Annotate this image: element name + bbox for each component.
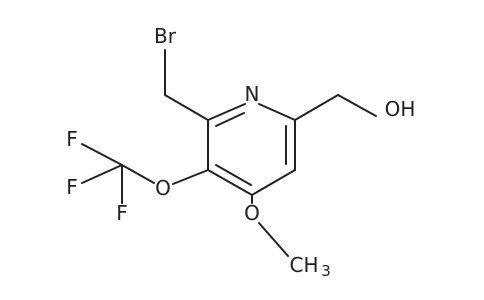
bonds [81,49,377,257]
bond [207,169,253,196]
bond [258,103,296,121]
atom-label: O [244,201,260,225]
bond [251,169,296,196]
bond [164,94,209,121]
atom-label: O [155,176,171,200]
atom-label: OH [385,97,416,121]
atom-subscript: 3 [321,262,331,280]
bond [258,222,289,257]
bond [207,103,246,121]
bond [81,164,123,184]
double-bond-inner [215,112,245,127]
atom-label: F [116,201,128,225]
atom-label: F [66,175,78,199]
atom-label: CH [289,253,318,277]
double-bond-inner [215,164,252,186]
bond [172,169,209,185]
bond [121,164,155,184]
bond [81,143,123,166]
bond [337,94,377,117]
atom-label: N [245,82,260,106]
atom-labels: Br N OH O O CH 3 F F F [66,24,415,280]
bond [294,94,339,121]
atom-label: F [66,127,78,151]
atom-label: Br [154,24,177,48]
